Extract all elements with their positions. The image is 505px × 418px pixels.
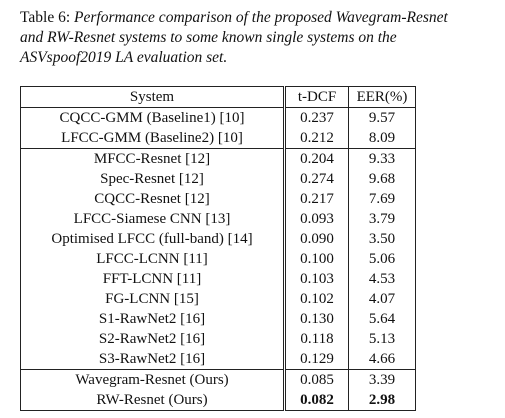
caption-text: Performance comparison of the proposed W…	[20, 9, 448, 66]
table-row: Spec-Resnet [12] 0.274 9.68	[20, 169, 416, 189]
column-header: t-DCF	[284, 86, 349, 108]
table-cell: 9.57	[348, 107, 416, 128]
table-cell: FFT-LCNN [11]	[20, 269, 286, 289]
table-cell: 0.217	[284, 189, 349, 209]
table-cell: 0.082	[284, 390, 349, 411]
table-cell: S2-RawNet2 [16]	[20, 329, 286, 349]
table-row: FFT-LCNN [11] 0.103 4.53	[20, 269, 416, 289]
table-row: Wavegram-Resnet (Ours) 0.085 3.39	[20, 369, 416, 390]
table-row: LFCC-GMM (Baseline2) [10] 0.212 8.09	[20, 128, 416, 149]
table-cell: 3.50	[348, 229, 416, 249]
table-row: S1-RawNet2 [16] 0.130 5.64	[20, 309, 416, 329]
table-cell: 0.103	[284, 269, 349, 289]
table-caption: Table 6: Performance comparison of the p…	[20, 8, 460, 68]
table-row: S3-RawNet2 [16] 0.129 4.66	[20, 349, 416, 370]
table-row: CQCC-Resnet [12] 0.217 7.69	[20, 189, 416, 209]
row-group: MFCC-Resnet [12] 0.204 9.33 Spec-Resnet [12…	[20, 148, 416, 370]
row-group: Wavegram-Resnet (Ours) 0.085 3.39 RW-Resnet…	[20, 369, 416, 411]
table-cell: 0.090	[284, 229, 349, 249]
table-cell: FG-LCNN [15]	[20, 289, 286, 309]
table-cell: 9.68	[348, 169, 416, 189]
column-header: System	[20, 86, 286, 108]
table-cell: 4.66	[348, 349, 416, 370]
table-cell: LFCC-Siamese CNN [13]	[20, 209, 286, 229]
table-cell: Spec-Resnet [12]	[20, 169, 286, 189]
table-cell: LFCC-LCNN [11]	[20, 249, 286, 269]
table-row: RW-Resnet (Ours) 0.082 2.98	[20, 390, 416, 411]
table-cell: S1-RawNet2 [16]	[20, 309, 286, 329]
table-cell: 5.06	[348, 249, 416, 269]
table-cell: 0.118	[284, 329, 349, 349]
table-cell: MFCC-Resnet [12]	[20, 148, 286, 169]
table-cell: 4.53	[348, 269, 416, 289]
table-cell: LFCC-GMM (Baseline2) [10]	[20, 128, 286, 149]
table-cell: 0.100	[284, 249, 349, 269]
table-cell: 4.07	[348, 289, 416, 309]
table-cell: 0.204	[284, 148, 349, 169]
table-row: Optimised LFCC (full-band) [14] 0.090 3.50	[20, 229, 416, 249]
table-cell: 5.13	[348, 329, 416, 349]
table-cell: 2.98	[348, 390, 416, 411]
table-cell: Wavegram-Resnet (Ours)	[20, 369, 286, 390]
table-cell: CQCC-GMM (Baseline1) [10]	[20, 107, 286, 128]
table-row: LFCC-LCNN [11] 0.100 5.06	[20, 249, 416, 269]
table-cell: 0.129	[284, 349, 349, 370]
table-cell: 3.39	[348, 369, 416, 390]
table-row: FG-LCNN [15] 0.102 4.07	[20, 289, 416, 309]
table-cell: CQCC-Resnet [12]	[20, 189, 286, 209]
table-cell: RW-Resnet (Ours)	[20, 390, 286, 411]
column-header: EER(%)	[348, 86, 416, 108]
table-cell: 7.69	[348, 189, 416, 209]
table-cell: 9.33	[348, 148, 416, 169]
table-cell: 0.093	[284, 209, 349, 229]
table-cell: 3.79	[348, 209, 416, 229]
table-cell: 8.09	[348, 128, 416, 149]
table-row: MFCC-Resnet [12] 0.204 9.33	[20, 148, 416, 169]
table-cell: 0.130	[284, 309, 349, 329]
table-row: CQCC-GMM (Baseline1) [10] 0.237 9.57	[20, 107, 416, 128]
table-row: S2-RawNet2 [16] 0.118 5.13	[20, 329, 416, 349]
row-group: CQCC-GMM (Baseline1) [10] 0.237 9.57 LFCC-G…	[20, 107, 416, 149]
table-row: LFCC-Siamese CNN [13] 0.093 3.79	[20, 209, 416, 229]
table-cell: 5.64	[348, 309, 416, 329]
results-table: System t-DCF EER(%) CQCC-GMM (Baseline1) […	[20, 86, 416, 411]
header-row: System t-DCF EER(%)	[20, 86, 416, 108]
table-cell: 0.274	[284, 169, 349, 189]
table-cell: 0.085	[284, 369, 349, 390]
table-cell: 0.102	[284, 289, 349, 309]
table-cell: 0.212	[284, 128, 349, 149]
table-cell: Optimised LFCC (full-band) [14]	[20, 229, 286, 249]
table-cell: 0.237	[284, 107, 349, 128]
caption-label: Table 6:	[20, 9, 71, 26]
table-cell: S3-RawNet2 [16]	[20, 349, 286, 370]
